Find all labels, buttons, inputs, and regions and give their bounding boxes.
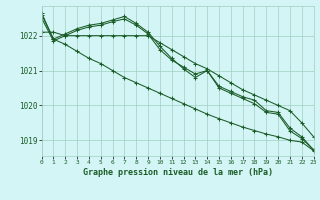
X-axis label: Graphe pression niveau de la mer (hPa): Graphe pression niveau de la mer (hPa) <box>83 168 273 177</box>
